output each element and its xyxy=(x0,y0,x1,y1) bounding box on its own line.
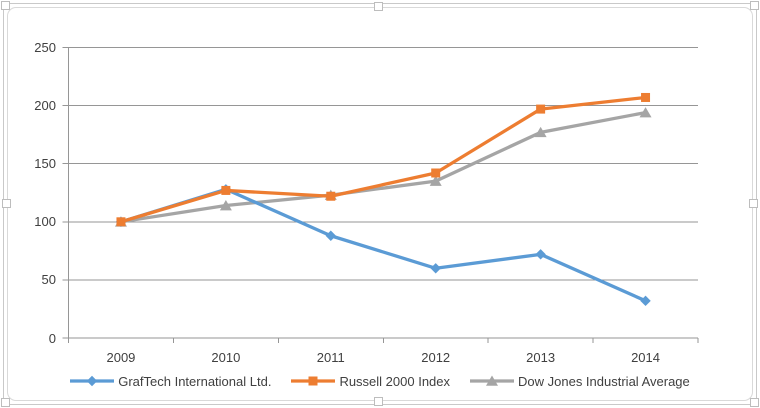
selection-handle-top-right[interactable] xyxy=(750,1,759,10)
selection-handle-top-center[interactable] xyxy=(374,2,383,11)
legend-item-russell-2000[interactable]: Russell 2000 Index xyxy=(291,374,450,389)
legend-item-graftech[interactable]: GrafTech International Ltd. xyxy=(70,374,271,389)
series-dow-jones-industrial-average[interactable] xyxy=(114,107,652,227)
selection-handle-bottom-left[interactable] xyxy=(1,398,10,407)
y-axis-tick-label[interactable]: 100 xyxy=(34,214,56,230)
legend-line-marker-icon xyxy=(291,376,336,386)
x-axis-label[interactable]: 2014 xyxy=(631,350,660,365)
legend-label: Russell 2000 Index xyxy=(339,373,451,389)
legend-line-marker-icon xyxy=(470,375,515,386)
chart-legend: GrafTech International Ltd. Russell 2000… xyxy=(0,372,760,390)
x-axis-label[interactable]: 2011 xyxy=(316,350,345,365)
legend-item-dow-jones[interactable]: Dow Jones Industrial Average xyxy=(470,374,690,389)
legend-label: GrafTech International Ltd. xyxy=(118,373,272,389)
selection-handle-bottom-right[interactable] xyxy=(750,398,759,407)
x-axis-label[interactable]: 2009 xyxy=(106,350,136,365)
selection-handle-middle-left[interactable] xyxy=(2,199,11,208)
series-graftech-international-ltd-[interactable] xyxy=(115,184,651,307)
y-axis-tick-label[interactable]: 150 xyxy=(34,156,56,172)
selection-handle-bottom-center[interactable] xyxy=(374,397,383,406)
series-russell-2000-index[interactable] xyxy=(116,92,651,227)
legend-label: Dow Jones Industrial Average xyxy=(518,373,690,389)
x-axis-label[interactable]: 2012 xyxy=(421,350,451,365)
selection-handle-top-left[interactable] xyxy=(1,1,10,10)
y-axis-tick-label[interactable]: 0 xyxy=(48,330,56,346)
selection-handle-middle-right[interactable] xyxy=(749,199,758,208)
x-axis-label[interactable]: 2013 xyxy=(526,350,556,365)
x-axis-label[interactable]: 2010 xyxy=(211,350,241,365)
y-axis-tick-label[interactable]: 250 xyxy=(34,40,56,55)
y-axis-tick-label[interactable]: 200 xyxy=(34,98,56,114)
legend-line-marker-icon xyxy=(70,375,115,387)
y-axis-tick-label[interactable]: 50 xyxy=(41,272,56,288)
